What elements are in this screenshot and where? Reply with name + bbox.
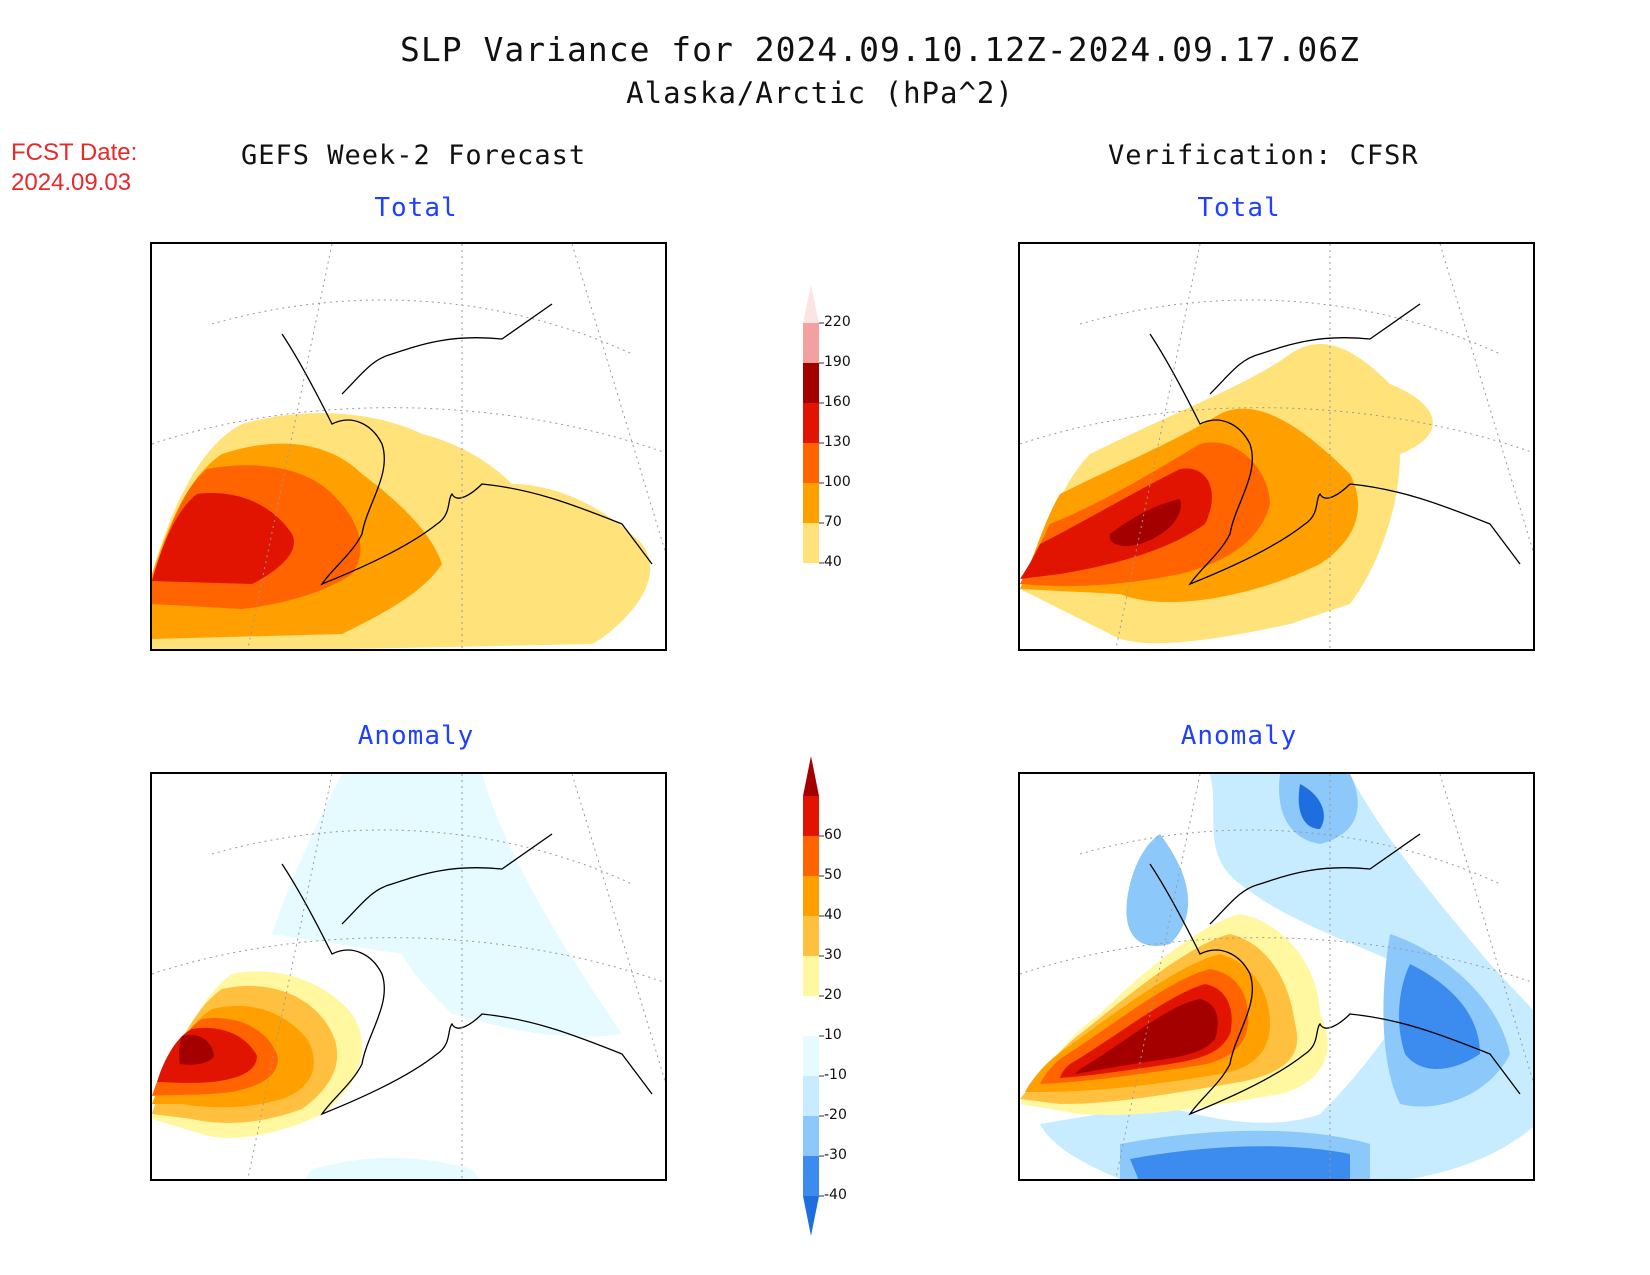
contour-fill-layer <box>1020 344 1433 644</box>
map-verification-anomaly <box>1018 772 1535 1181</box>
coastline <box>1209 303 1421 395</box>
colorbar-swatch <box>803 443 819 483</box>
colorbar-tick-label: 50 <box>824 867 842 883</box>
colorbar-tick-label: 60 <box>824 827 842 843</box>
colorbar-tick-label: 10 <box>824 1027 842 1043</box>
colorbar-tick-label: 190 <box>824 354 851 370</box>
contour-130 <box>1020 468 1212 579</box>
forecast-date-value: 2024.09.03 <box>11 169 132 196</box>
colorbar-tick-label: 220 <box>824 314 851 330</box>
graticule-layer <box>1020 774 1533 1179</box>
colorbar-anomaly: -40 -30 -20 -10 10 20 30 40 50 60 <box>803 756 923 1236</box>
colorbar-tick-label: 30 <box>824 947 842 963</box>
colorbar-swatches <box>803 285 824 564</box>
colorbar-tick-label: 40 <box>824 554 842 570</box>
colorbar-swatch <box>803 956 819 996</box>
coastline-layer <box>1149 303 1521 586</box>
colorbar-swatch <box>803 1196 819 1236</box>
colorbar-tick-label: 160 <box>824 394 851 410</box>
contour-fill-layer <box>152 774 622 1179</box>
contour-neg10 <box>272 774 622 1037</box>
graticule-layer <box>152 244 665 649</box>
column-header-forecast: GEFS Week-2 Forecast <box>241 140 587 171</box>
colorbar-swatch <box>803 323 819 363</box>
colorbar-swatch <box>803 363 819 403</box>
map-verification-total <box>1018 242 1535 651</box>
panel-title-forecast-anomaly: Anomaly <box>357 721 475 751</box>
map-forecast-anomaly <box>150 772 667 1181</box>
coastline-layer <box>281 303 653 586</box>
graticule-layer <box>152 774 665 1179</box>
colorbar-tick-label: 130 <box>824 434 851 450</box>
colorbar-swatch <box>803 285 819 323</box>
coastline-layer <box>1149 833 1521 1116</box>
coastline <box>1209 833 1421 925</box>
coastline <box>1149 333 1521 586</box>
contour-fill-layer <box>1020 774 1533 1179</box>
contour-neg40-s <box>1130 1146 1350 1179</box>
colorbar-tick-label: 100 <box>824 474 851 490</box>
colorbar-tick-label: -40 <box>824 1187 847 1203</box>
panel-title-verification-total: Total <box>1197 193 1281 223</box>
coastline <box>1149 863 1521 1116</box>
forecast-date: FCST Date: 2024.09.03 <box>11 138 137 198</box>
colorbar-swatch <box>803 1076 819 1116</box>
colorbar-swatch <box>803 1036 819 1076</box>
contour-60 <box>1075 999 1218 1074</box>
coastline <box>281 863 653 1116</box>
panel-title-forecast-total: Total <box>374 193 458 223</box>
colorbar-tick-label: 70 <box>824 514 842 530</box>
figure-subtitle: Alaska/Arctic (hPa^2) <box>626 76 1014 110</box>
coastline <box>341 303 553 395</box>
coastline <box>341 833 553 925</box>
figure-title: SLP Variance for 2024.09.10.12Z-2024.09.… <box>400 30 1360 69</box>
colorbar-tick-label: 20 <box>824 987 842 1003</box>
forecast-date-label: FCST Date: <box>11 139 138 166</box>
column-header-verification: Verification: CFSR <box>1108 140 1419 171</box>
colorbar-swatch <box>803 836 819 876</box>
colorbar-tick-label: -30 <box>824 1147 847 1163</box>
contour-160 <box>1109 499 1181 546</box>
colorbar-swatch <box>803 876 819 916</box>
colorbar-swatch <box>803 756 819 796</box>
colorbar-tick-label: -20 <box>824 1107 847 1123</box>
contour-60 <box>178 1034 214 1065</box>
contour-neg10-south <box>304 1157 480 1179</box>
colorbar-swatch <box>803 1156 819 1196</box>
contour-neg50 <box>1298 784 1324 829</box>
panel-title-verification-anomaly: Anomaly <box>1180 721 1298 751</box>
colorbar-swatch <box>803 403 819 443</box>
colorbar-swatch <box>803 1116 819 1156</box>
colorbar-tick-label: 40 <box>824 907 842 923</box>
colorbar-swatch <box>803 996 819 1036</box>
contour-130 <box>152 493 294 584</box>
coastline <box>281 333 653 586</box>
colorbar-swatch <box>803 483 819 523</box>
map-forecast-total <box>150 242 667 651</box>
graticule-layer <box>1020 244 1533 649</box>
colorbar-swatch <box>803 523 819 563</box>
contour-neg30 <box>1126 834 1189 946</box>
coastline-layer <box>281 833 653 1116</box>
colorbar-total: 40 70 100 130 160 190 220 <box>803 285 923 615</box>
colorbar-swatches <box>803 756 824 1236</box>
colorbar-swatch <box>803 916 819 956</box>
colorbar-tick-label: -10 <box>824 1067 847 1083</box>
colorbar-swatch <box>803 796 819 836</box>
contour-fill-layer <box>152 413 650 649</box>
